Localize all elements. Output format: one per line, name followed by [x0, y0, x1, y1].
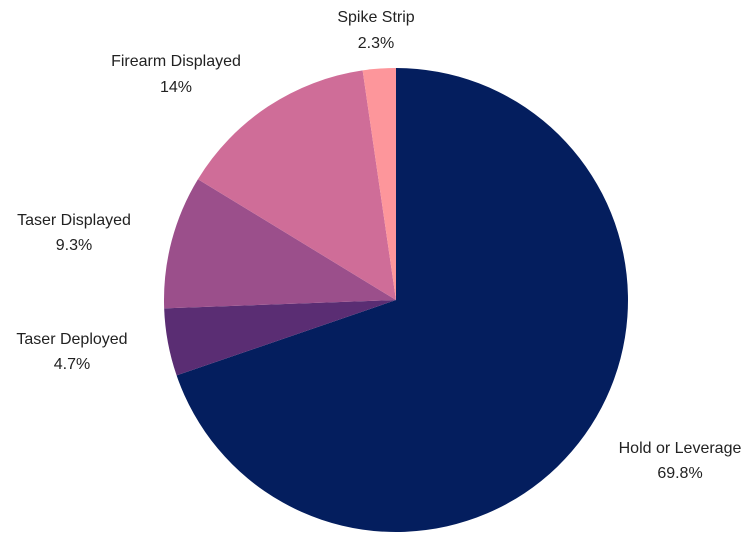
slice-label-value: 4.7% — [54, 356, 90, 373]
slice-label-name: Firearm Displayed — [111, 53, 241, 70]
pie-slice-hold-or-leverage — [176, 68, 628, 532]
pie-slice-taser-displayed — [163, 179, 396, 309]
pie-slice-spike-strip — [362, 68, 396, 300]
pie-slice-firearm-displayed — [197, 70, 396, 300]
slice-label-name: Spike Strip — [337, 9, 414, 26]
slice-label-name: Taser Displayed — [17, 212, 131, 229]
slice-label-name: Hold or Leverage — [619, 440, 742, 457]
pie-labels: Hold or Leverage 69.8% Taser Deployed 4.7% T… — [16, 9, 741, 482]
slice-label-name: Taser Deployed — [16, 331, 127, 348]
slice-label-value: 9.3% — [56, 237, 92, 254]
pie-slices — [163, 68, 628, 532]
slice-label-value: 14% — [160, 79, 192, 96]
pie-slice-taser-deployed — [164, 300, 396, 376]
slice-label-value: 2.3% — [358, 35, 394, 52]
slice-label-value: 69.8% — [657, 465, 702, 482]
